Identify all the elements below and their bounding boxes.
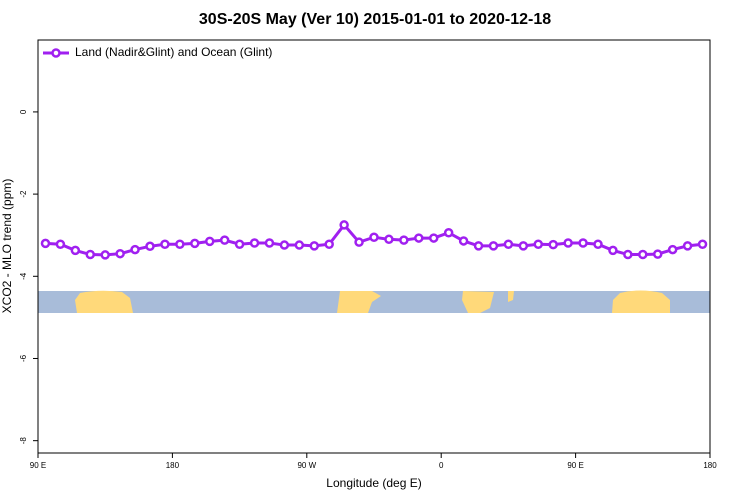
data-point xyxy=(85,249,96,260)
x-tick-label: 180 xyxy=(703,461,717,470)
data-point xyxy=(697,239,708,249)
data-point xyxy=(682,241,693,251)
land-shape xyxy=(337,291,381,313)
x-tick-label: 90 E xyxy=(30,461,46,470)
y-axis-label: XCO2 - MLO trend (ppm) xyxy=(0,179,14,314)
data-point xyxy=(130,244,140,255)
data-point xyxy=(354,237,364,247)
data-point xyxy=(279,240,290,250)
y-tick-label: -8 xyxy=(19,437,28,445)
data-point xyxy=(428,233,439,243)
data-point xyxy=(70,245,81,256)
data-point xyxy=(324,239,334,249)
legend-label: Land (Nadir&Glint) and Ocean (Glint) xyxy=(75,45,272,59)
land-shape xyxy=(612,290,670,313)
data-point xyxy=(503,239,514,249)
data-point xyxy=(399,235,409,245)
data-point xyxy=(638,249,648,260)
legend-marker xyxy=(51,48,61,58)
data-point xyxy=(652,249,663,259)
data-point xyxy=(219,235,230,245)
data-point xyxy=(339,220,349,230)
data-point xyxy=(55,239,66,249)
data-point xyxy=(160,239,170,249)
data-point xyxy=(563,238,573,248)
data-point xyxy=(623,249,633,260)
data-point xyxy=(548,239,558,250)
y-tick-label: -2 xyxy=(19,190,28,198)
land-shape xyxy=(75,290,133,313)
plot-frame xyxy=(37,39,711,454)
ocean-band xyxy=(38,291,710,313)
x-tick-label: 180 xyxy=(166,461,180,470)
data-point xyxy=(608,245,618,256)
data-point xyxy=(667,244,678,255)
data-point xyxy=(458,236,469,246)
x-tick-label: 90 E xyxy=(567,461,583,470)
y-tick-label: 0 xyxy=(19,109,28,114)
data-point xyxy=(533,239,544,249)
data-point xyxy=(145,241,155,252)
data-point xyxy=(294,240,305,250)
data-point xyxy=(443,227,454,238)
x-tick-label: 90 W xyxy=(297,461,316,470)
data-point xyxy=(578,238,588,248)
data-point xyxy=(40,238,51,249)
x-axis-label: Longitude (deg E) xyxy=(326,476,421,490)
data-point xyxy=(384,234,394,245)
land-shape xyxy=(508,291,514,302)
chart-title: 30S-20S May (Ver 10) 2015-01-01 to 2020-… xyxy=(199,11,551,28)
y-tick-label: -4 xyxy=(19,272,28,280)
data-point xyxy=(369,232,379,243)
data-point xyxy=(264,238,275,248)
data-point xyxy=(414,233,424,243)
data-point xyxy=(593,239,603,249)
y-tick-label: -6 xyxy=(19,354,28,362)
data-point xyxy=(309,241,320,251)
x-tick-label: 0 xyxy=(439,461,444,470)
data-point xyxy=(115,248,125,259)
data-point xyxy=(518,241,529,251)
data-point xyxy=(190,238,200,249)
data-point xyxy=(488,241,499,251)
land-strip xyxy=(38,290,710,313)
data-point xyxy=(249,238,260,248)
data-point xyxy=(234,239,245,249)
data-point xyxy=(175,239,185,249)
data-point xyxy=(100,250,110,260)
data-point xyxy=(204,236,215,247)
data-point xyxy=(473,241,484,251)
land-shape xyxy=(462,291,494,313)
